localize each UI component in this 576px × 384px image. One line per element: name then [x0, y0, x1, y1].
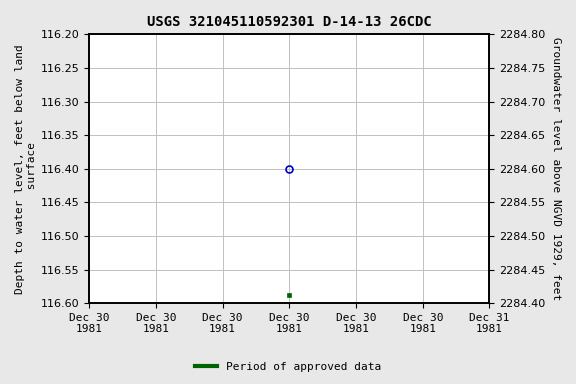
- Legend: Period of approved data: Period of approved data: [191, 358, 385, 377]
- Y-axis label: Groundwater level above NGVD 1929, feet: Groundwater level above NGVD 1929, feet: [551, 37, 561, 300]
- Title: USGS 321045110592301 D-14-13 26CDC: USGS 321045110592301 D-14-13 26CDC: [147, 15, 432, 29]
- Y-axis label: Depth to water level, feet below land
 surface: Depth to water level, feet below land su…: [15, 44, 37, 294]
